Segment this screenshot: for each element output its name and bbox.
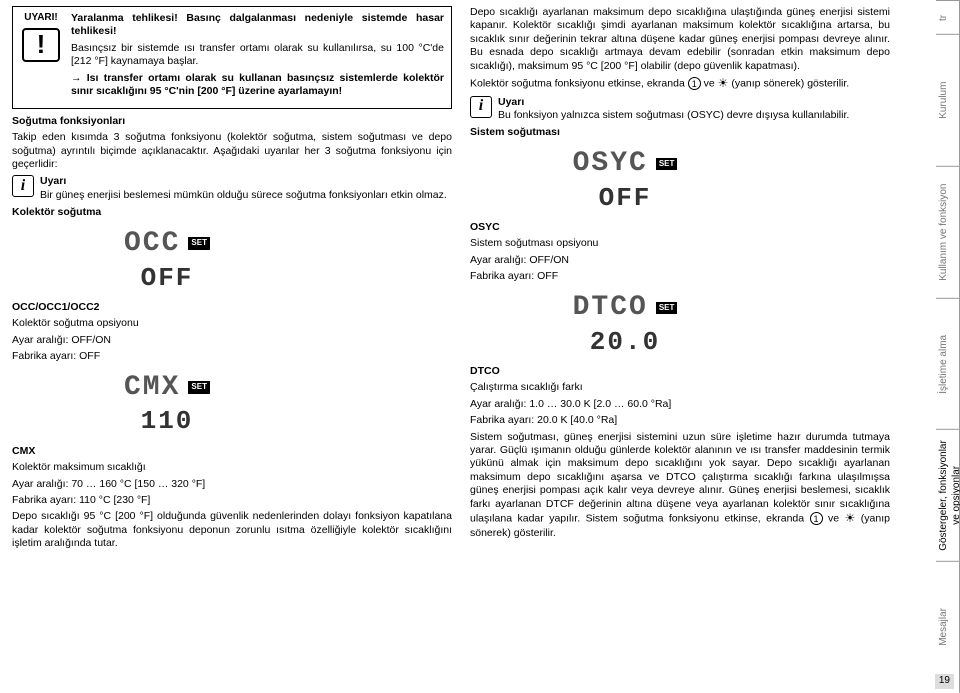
kolektor-title: Kolektör soğutma xyxy=(12,206,452,219)
dtco-name: DTCO xyxy=(470,365,890,378)
note2-title: Uyarı xyxy=(498,96,524,108)
occ-l1: Kolektör soğutma opsiyonu xyxy=(12,317,452,330)
tab-mesajlar[interactable]: Mesajlar xyxy=(936,561,960,693)
set-badge: SET xyxy=(656,158,678,170)
warn-line3: Isı transfer ortamı olarak su kullanan b… xyxy=(71,72,444,99)
osyc-name: OSYC xyxy=(470,221,890,234)
osyc-l3: Fabrika ayarı: OFF xyxy=(470,270,890,283)
lcd-occ-top: OCC xyxy=(124,226,180,262)
dtco-body: Sistem soğutması, güneş enerjisi sistemi… xyxy=(470,431,890,540)
dtco-l3: Fabrika ayarı: 20.0 K [40.0 °Ra] xyxy=(470,414,890,427)
dtco-l1: Çalıştırma sıcaklığı farkı xyxy=(470,381,890,394)
warn-line2: Basınçsız bir sistemde ısı transfer orta… xyxy=(71,42,444,69)
circle-1-icon: 1 xyxy=(810,512,823,525)
tab-kurulum[interactable]: Kurulum xyxy=(936,34,960,166)
lcd-osyc-top: OSYC xyxy=(573,146,648,182)
occ-name: OCC/OCC1/OCC2 xyxy=(12,301,452,314)
cmx-l2: Ayar aralığı: 70 … 160 °C [150 … 320 °F] xyxy=(12,478,452,491)
set-badge: SET xyxy=(188,381,210,393)
sun-icon: ☀ xyxy=(845,511,856,526)
warn-line1: Yaralanma tehlikesi! Basınç dalgalanması… xyxy=(71,12,444,39)
info-box-2: i Uyarı Bu fonksiyon yalnızca sistem soğ… xyxy=(470,96,890,123)
occ-l2: Ayar aralığı: OFF/ON xyxy=(12,334,452,347)
warning-box: UYARI! ! Yaralanma tehlikesi! Basınç dal… xyxy=(12,6,452,109)
info-icon: i xyxy=(470,96,492,118)
warning-triangle-icon: ! xyxy=(22,28,60,62)
note1-title: Uyarı xyxy=(40,175,66,187)
side-tabs: tr Kurulum Kullanım ve fonksiyon İşletim… xyxy=(936,0,960,693)
lcd-osyc-bottom: OFF xyxy=(599,182,652,215)
lcd-occ-bottom: OFF xyxy=(141,262,194,295)
osyc-l1: Sistem soğutması opsiyonu xyxy=(470,237,890,250)
lcd-cmx: CMX SET 110 xyxy=(72,370,262,439)
right-p2: Kolektör soğutma fonksiyonu etkinse, ekr… xyxy=(470,76,890,91)
warning-label: UYARI! xyxy=(17,12,65,25)
tab-lang[interactable]: tr xyxy=(936,0,960,34)
dtco-l2: Ayar aralığı: 1.0 … 30.0 K [2.0 … 60.0 °… xyxy=(470,398,890,411)
cmx-body: Depo sıcaklığı 95 °C [200 °F] olduğunda … xyxy=(12,510,452,550)
cmx-l3: Fabrika ayarı: 110 °C [230 °F] xyxy=(12,494,452,507)
lcd-cmx-bottom: 110 xyxy=(141,405,194,438)
lcd-occ: OCC SET OFF xyxy=(72,226,262,295)
page-number: 19 xyxy=(935,674,954,689)
lcd-osyc: OSYC SET OFF xyxy=(530,146,720,215)
sistem-title: Sistem soğutması xyxy=(470,126,890,139)
info-box-1: i Uyarı Bir güneş enerjisi beslemesi müm… xyxy=(12,175,452,202)
set-badge: SET xyxy=(188,237,210,249)
tab-kullanim[interactable]: Kullanım ve fonksiyon xyxy=(936,166,960,298)
note1-body: Bir güneş enerjisi beslemesi mümkün oldu… xyxy=(40,189,447,201)
lcd-dtco-bottom: 20.0 xyxy=(590,326,660,359)
circle-1-icon: 1 xyxy=(688,77,701,90)
set-badge: SET xyxy=(656,302,678,314)
lcd-dtco-top: DTCO xyxy=(573,290,648,326)
right-p1: Depo sıcaklığı ayarlanan maksimum depo s… xyxy=(470,6,890,73)
lcd-cmx-top: CMX xyxy=(124,370,180,406)
cooling-title: Soğutma fonksiyonları xyxy=(12,115,452,128)
cmx-l1: Kolektör maksimum sıcaklığı xyxy=(12,461,452,474)
lcd-dtco: DTCO SET 20.0 xyxy=(530,290,720,359)
cooling-intro: Takip eden kısımda 3 soğutma fonksiyonu … xyxy=(12,131,452,171)
tab-gostergeler[interactable]: Göstergeler, fonksiyonlar ve opsiyonlar xyxy=(936,429,960,561)
sun-icon: ☀ xyxy=(718,76,729,91)
tab-isletime[interactable]: İşletime alma xyxy=(936,298,960,430)
cmx-name: CMX xyxy=(12,445,452,458)
note2-body: Bu fonksiyon yalnızca sistem soğutması (… xyxy=(498,109,849,121)
osyc-l2: Ayar aralığı: OFF/ON xyxy=(470,254,890,267)
occ-l3: Fabrika ayarı: OFF xyxy=(12,350,452,363)
info-icon: i xyxy=(12,175,34,197)
